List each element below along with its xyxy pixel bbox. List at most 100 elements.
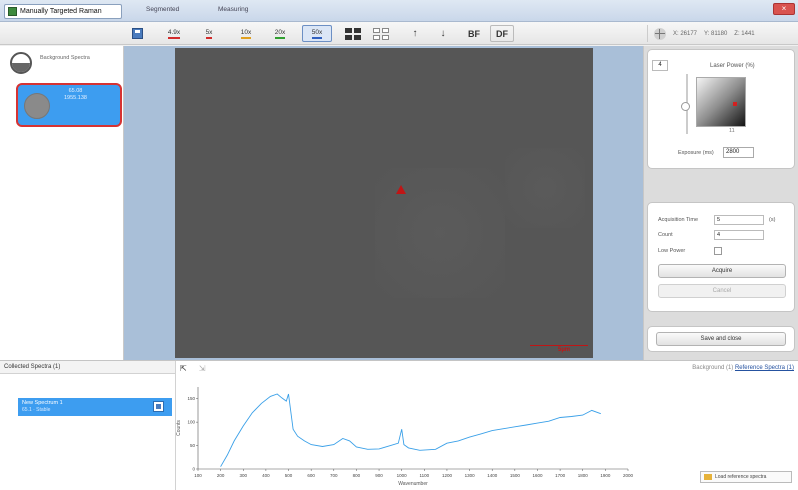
position-list: Background Spectra 65.08 1955.138 — [0, 46, 124, 360]
objective-10x-label: 10x — [240, 29, 252, 39]
x-tick-label: 1900 — [600, 473, 611, 478]
low-power-label: Low Power — [658, 248, 686, 254]
x-tick-label: 500 — [285, 473, 293, 478]
focus-up-button[interactable]: ↑ — [402, 25, 428, 42]
objective-5x-button[interactable]: 5x — [196, 25, 222, 42]
zoom-reset-icon[interactable]: ⇲ — [198, 364, 206, 373]
position-label: 65.08 1955.138 — [64, 88, 87, 102]
spectra-panel: Collected Spectra (1) New Spectrum 1 65.… — [0, 360, 798, 490]
background-spectra-item[interactable]: Background Spectra — [10, 52, 118, 82]
collected-spectra-list: New Spectrum 1 65.1 · Stable — [0, 374, 176, 490]
focus-down-button[interactable]: ↓ — [430, 25, 456, 42]
background-icon — [10, 52, 32, 74]
x-tick-label: 100 — [194, 473, 202, 478]
position-value-2: 1955.138 — [64, 95, 87, 101]
darkfield-button[interactable]: DF — [490, 25, 514, 42]
x-tick-label: 1800 — [578, 473, 589, 478]
quad-outline-icon — [373, 27, 389, 40]
scale-bar-label: 5µm — [558, 347, 571, 353]
spectrum-sub: 65.1 · Stable — [22, 407, 51, 413]
y-tick-label: 150 — [187, 396, 195, 401]
window-controls: × — [773, 3, 795, 15]
zoom-fit-icon[interactable]: ⇱ — [180, 364, 187, 373]
laser-position-pad[interactable] — [696, 77, 746, 127]
spectrum-name: New Spectrum 1 — [22, 400, 63, 406]
objective-4-9x-button[interactable]: 4.9x — [160, 25, 188, 42]
close-button[interactable]: × — [773, 3, 795, 15]
coord-x: X: 26177 — [673, 30, 698, 37]
laser-selector[interactable]: 4 — [652, 60, 668, 71]
reference-spectra-link[interactable]: Reference Spectra (1) — [734, 365, 794, 371]
target-marker-icon[interactable] — [396, 185, 406, 194]
low-power-checkbox[interactable] — [714, 247, 722, 255]
objective-5x-label: 5x — [205, 29, 213, 39]
save-and-close-button[interactable]: Save and close — [656, 332, 786, 346]
darkfield-label: DF — [496, 28, 508, 39]
count-input[interactable]: 4 — [714, 230, 764, 240]
position-value-1: 65.08 — [68, 88, 83, 94]
x-tick-label: 1200 — [442, 473, 453, 478]
title-bar: Manually Targeted Raman Segmented Measur… — [0, 0, 798, 22]
x-tick-label: 1500 — [510, 473, 521, 478]
exposure-label: Exposure (ms) — [678, 150, 714, 156]
title-tab-segmented[interactable]: Segmented — [146, 6, 180, 13]
spectrum-list-item[interactable]: New Spectrum 1 65.1 · Stable — [18, 398, 172, 416]
laser-power-slider-knob[interactable] — [681, 102, 690, 111]
collected-spectra-header: Collected Spectra (1) — [0, 361, 176, 374]
reference-links: Background (1) Reference Spectra (1) — [692, 365, 794, 371]
x-tick-label: 1300 — [465, 473, 476, 478]
spectrum-chart[interactable]: 100 200 300 400 500 600 700 800 900 1000 1100 1200 1… — [168, 381, 638, 490]
toolbar: 4.9x 5x 10x 20x 50x ↑ ↓ BF DF X: 26177 Y… — [0, 22, 798, 45]
objective-50x-button[interactable]: 50x — [302, 25, 332, 42]
scale-bar — [530, 345, 588, 346]
app-icon — [8, 7, 17, 16]
x-tick-label: 600 — [307, 473, 315, 478]
objective-10x-button[interactable]: 10x — [232, 25, 260, 42]
layout-quad-outline-button[interactable] — [368, 25, 394, 42]
focus-up-icon: ↑ — [412, 28, 418, 39]
x-tick-label: 900 — [375, 473, 383, 478]
y-axis-label: Counts — [176, 420, 182, 436]
save-box: Save and close — [647, 326, 795, 352]
objective-50x-label: 50x — [311, 29, 323, 39]
quad-layout-icon — [345, 27, 361, 40]
x-tick-label: 1100 — [419, 473, 429, 478]
crosshair-icon[interactable] — [654, 27, 666, 40]
x-tick-label: 700 — [330, 473, 338, 478]
laser-power-label: Laser Power (%) — [710, 63, 755, 69]
spectrum-line — [220, 393, 601, 467]
stage-coordinates: X: 26177 Y: 81180 Z: 1441 — [647, 25, 795, 42]
laser-position-dot[interactable] — [733, 102, 737, 106]
background-count-label: Background (1) — [692, 365, 734, 371]
x-tick-label: 800 — [353, 473, 361, 478]
layout-quad-button[interactable] — [340, 25, 366, 42]
control-panel: 4 Laser Power (%) 11 Exposure (ms) 2800 … — [643, 46, 798, 360]
focus-down-icon: ↓ — [440, 28, 446, 39]
background-label: Background Spectra — [40, 55, 90, 61]
save-icon — [131, 28, 143, 39]
camera-area: 5µm — [124, 46, 643, 360]
spectrum-save-icon[interactable] — [153, 401, 164, 412]
x-tick-label: 1000 — [397, 473, 408, 478]
load-reference-spectra-button[interactable]: Load reference spectra — [700, 471, 792, 483]
title-tab-measuring[interactable]: Measuring — [218, 6, 249, 13]
y-tick-label: 50 — [190, 443, 196, 448]
plot-tools: ⇱ ⇲ — [180, 364, 205, 373]
count-label: Count — [658, 232, 673, 238]
coord-y: Y: 81180 — [704, 30, 728, 37]
acquisition-time-input[interactable]: 5 — [714, 215, 764, 225]
cancel-button[interactable]: Cancel — [658, 284, 786, 298]
acquire-button[interactable]: Acquire — [658, 264, 786, 278]
app-tab[interactable]: Manually Targeted Raman — [4, 4, 122, 19]
x-tick-label: 1400 — [487, 473, 498, 478]
y-tick-label: 100 — [187, 420, 195, 425]
save-image-button[interactable] — [128, 25, 146, 42]
brightfield-button[interactable]: BF — [462, 25, 486, 42]
objective-20x-button[interactable]: 20x — [266, 25, 294, 42]
x-tick-label: 1600 — [532, 473, 543, 478]
x-tick-label: 2000 — [623, 473, 634, 478]
selected-position-item[interactable]: 65.08 1955.138 — [16, 83, 122, 127]
camera-view[interactable]: 5µm — [175, 48, 593, 358]
exposure-input[interactable]: 2800 — [723, 147, 754, 158]
position-thumbnail — [24, 93, 50, 119]
